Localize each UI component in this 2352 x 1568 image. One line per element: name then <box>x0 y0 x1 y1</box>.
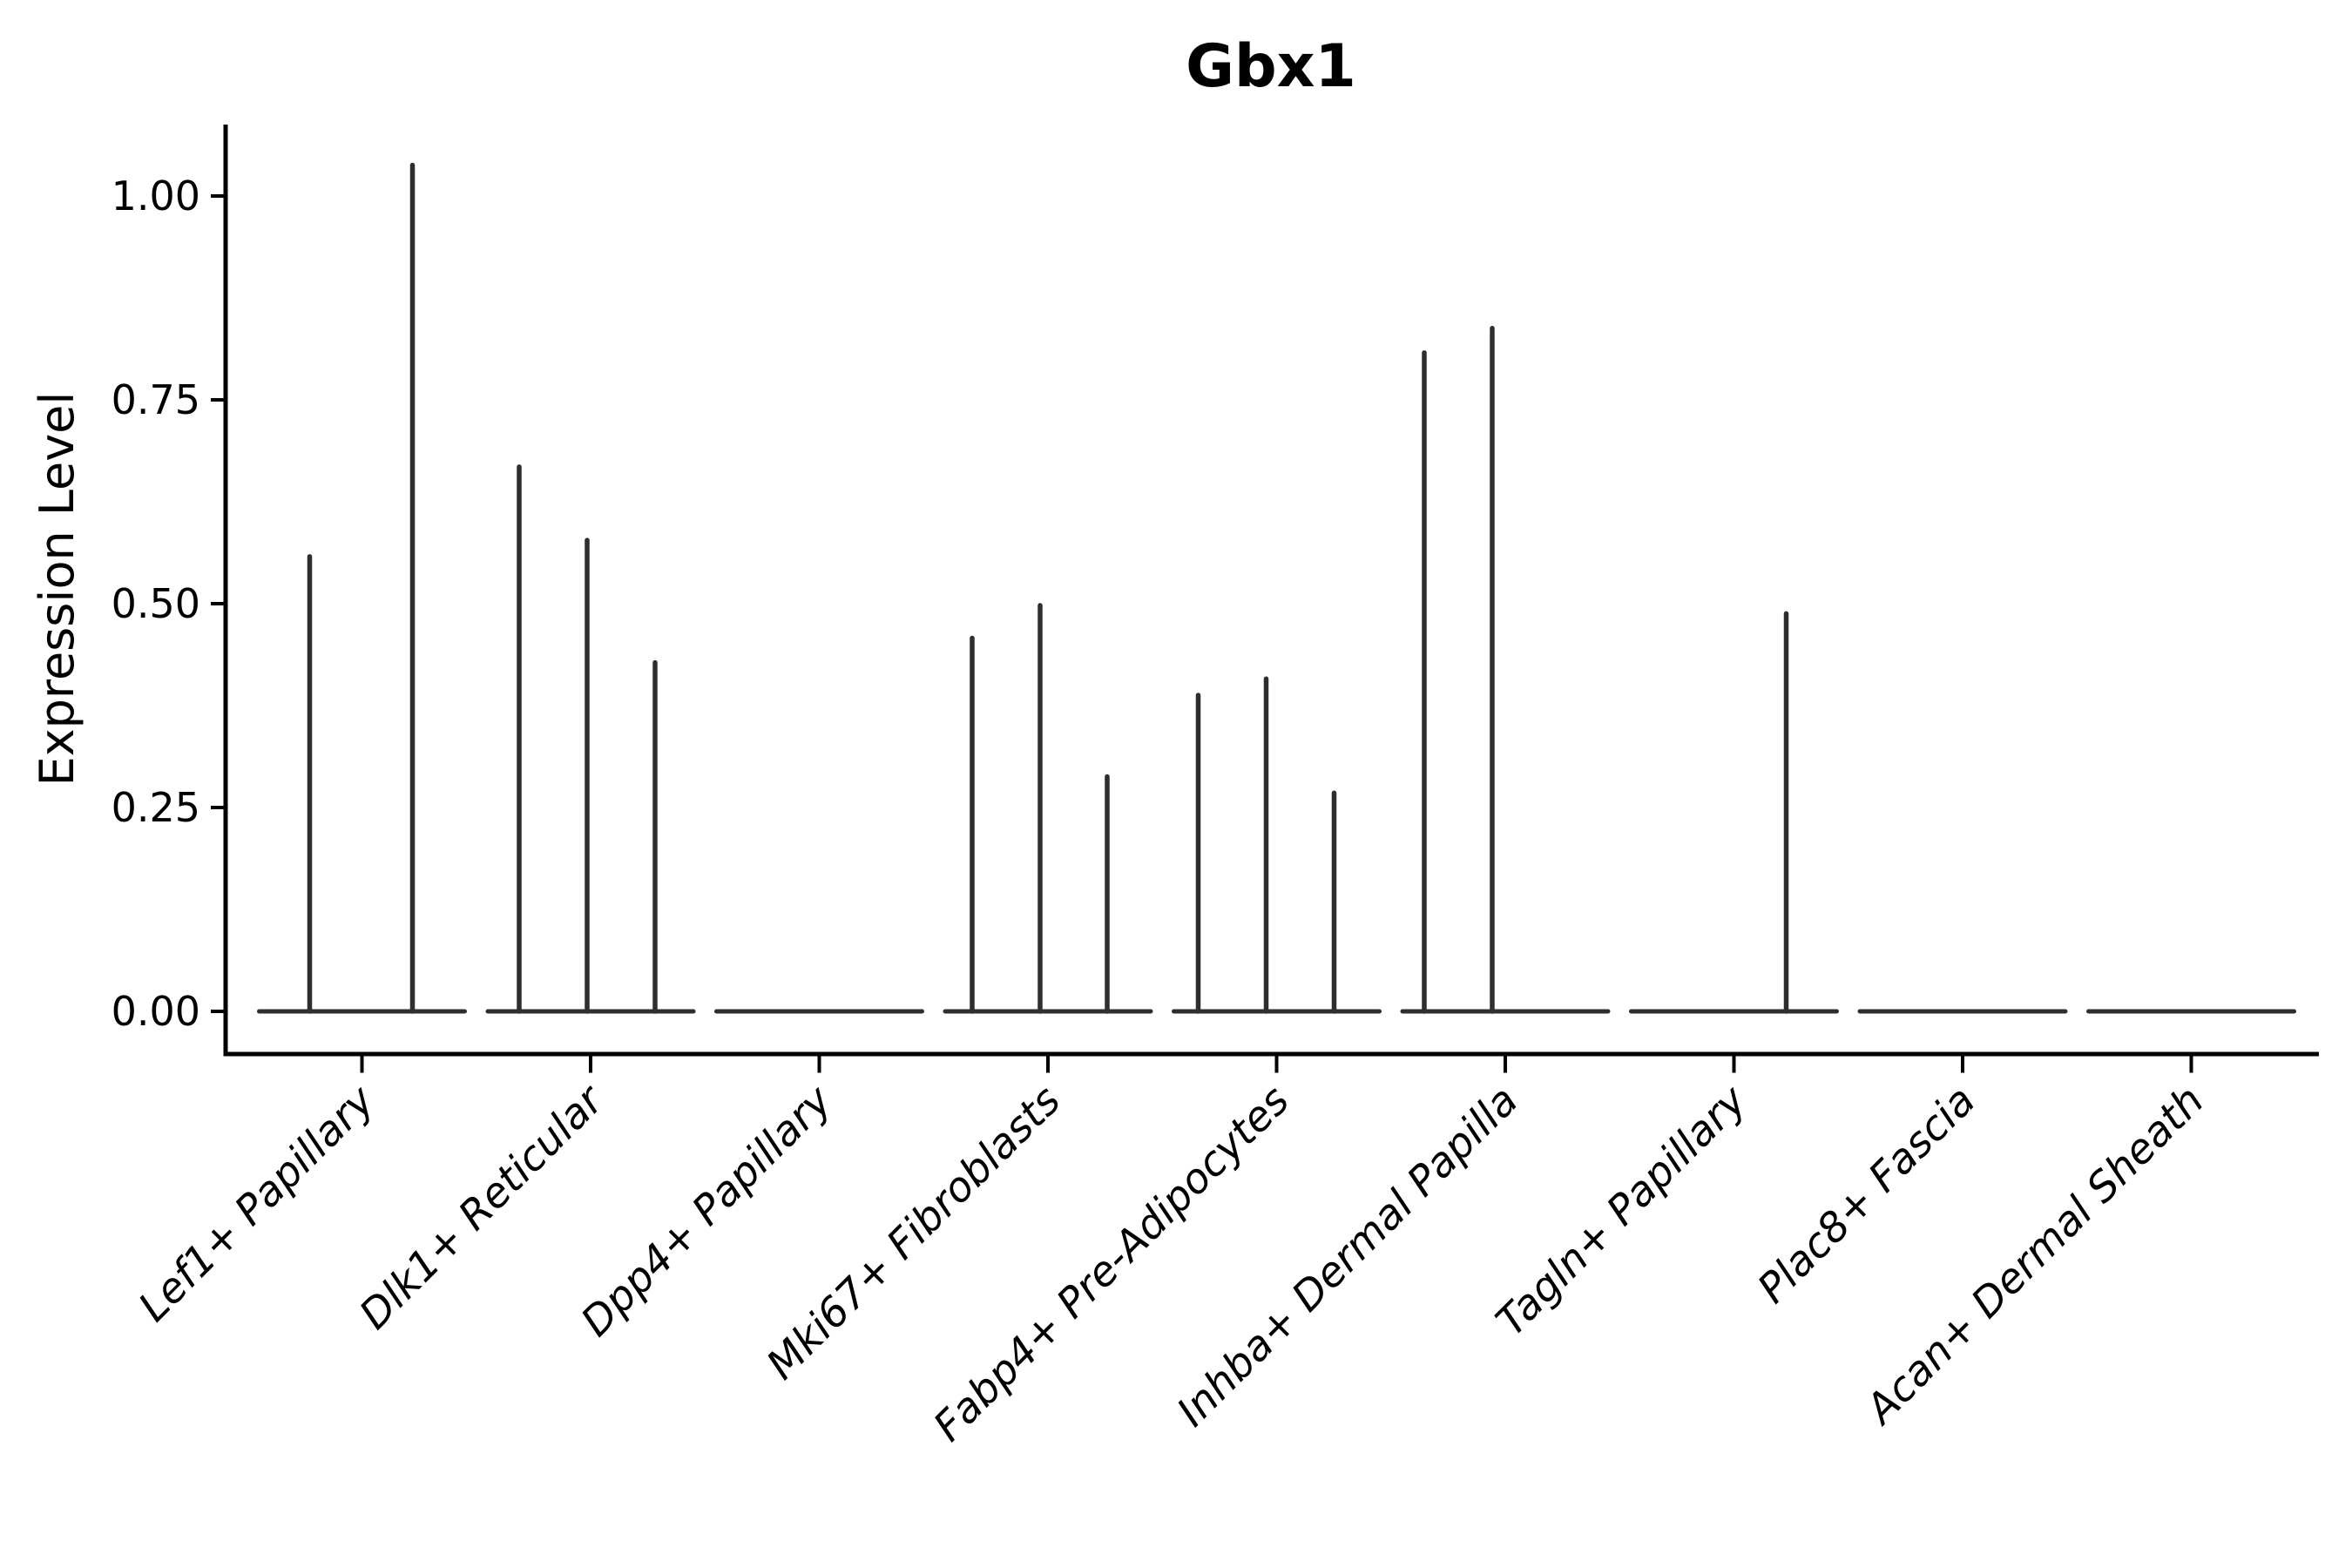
x-category-label: Tagln+ Papillary <box>1487 1076 1757 1346</box>
x-category-label: Plac8+ Fascia <box>1748 1077 1984 1313</box>
x-category-label: Lef1+ Papillary <box>130 1076 385 1331</box>
chart-title: Gbx1 <box>1186 32 1356 101</box>
y-tick-label: 0.00 <box>112 988 200 1035</box>
y-axis-label: Expression Level <box>30 392 84 787</box>
x-category-label: Dlk1+ Reticular <box>350 1075 614 1339</box>
y-tick-label: 1.00 <box>112 172 200 220</box>
y-tick-label: 0.25 <box>112 784 200 831</box>
x-category-label: Dpp4+ Papillary <box>572 1076 842 1346</box>
y-tick-label: 0.75 <box>112 376 200 423</box>
axes-layer: 0.00 0.25 0.50 0.75 1.00 <box>112 125 2319 1073</box>
violin-layer <box>257 162 2296 1014</box>
y-tick-label: 0.50 <box>112 580 200 627</box>
